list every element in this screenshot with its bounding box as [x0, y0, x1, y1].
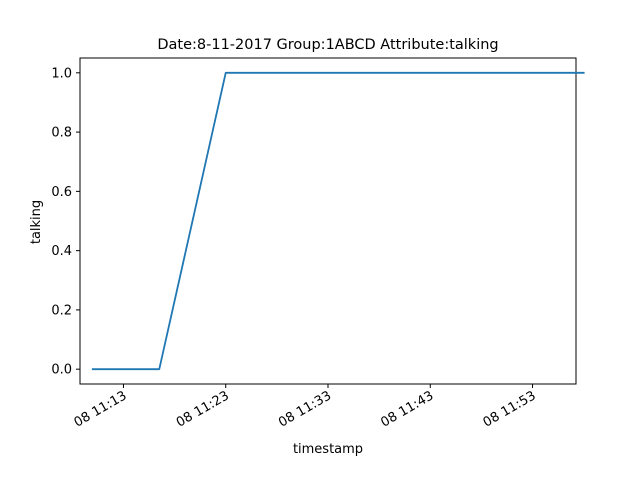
y-tick-label: 0.4: [51, 244, 72, 259]
y-axis-label: talking: [29, 200, 44, 244]
chart-title: Date:8-11-2017 Group:1ABCD Attribute:tal…: [157, 37, 498, 53]
y-tick-label: 0.6: [51, 185, 72, 200]
y-tick-label: 1.0: [51, 66, 72, 81]
y-tick-label: 0.8: [51, 126, 72, 141]
y-axis-ticks: 0.0 0.2 0.4 0.6 0.8 1.0: [51, 66, 80, 378]
y-tick-label: 0.2: [51, 303, 72, 318]
series-layer: [91, 71, 585, 371]
x-axis-label: timestamp: [293, 442, 363, 457]
series-line: [91, 71, 585, 371]
y-tick-label: 0.0: [51, 363, 72, 378]
